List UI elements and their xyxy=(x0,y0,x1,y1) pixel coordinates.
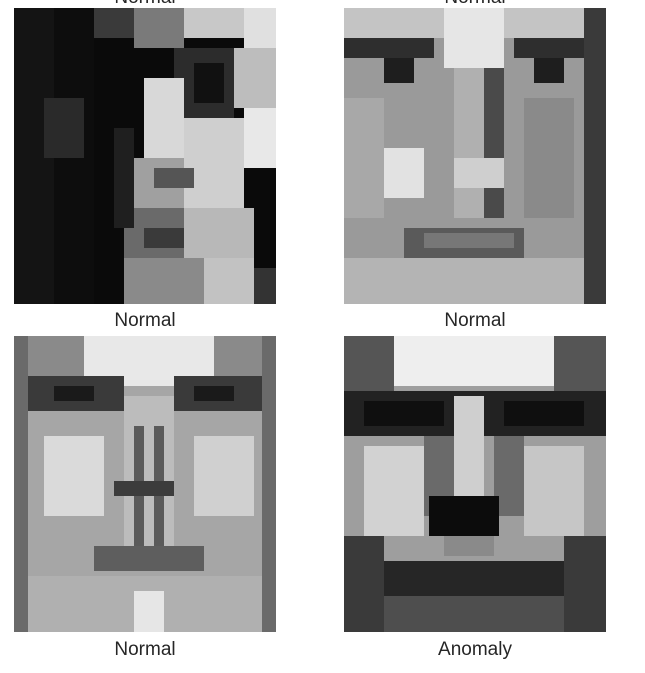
face-image-1 xyxy=(14,8,276,304)
clipped-caption-top-right: Normal xyxy=(344,0,606,9)
caption-panel-2: Normal xyxy=(444,310,506,331)
face-image-3 xyxy=(14,336,276,632)
face-image-1-graphic xyxy=(14,8,276,304)
caption-panel-1: Normal xyxy=(114,310,176,331)
caption-panel-3: Normal xyxy=(114,639,176,660)
face-image-2-graphic xyxy=(344,8,606,304)
face-image-2 xyxy=(344,8,606,304)
face-image-4-graphic xyxy=(344,336,606,632)
face-image-4 xyxy=(344,336,606,632)
clipped-caption-top-left: Normal xyxy=(14,0,276,9)
face-image-3-graphic xyxy=(14,336,276,632)
caption-panel-4: Anomaly xyxy=(438,639,512,660)
